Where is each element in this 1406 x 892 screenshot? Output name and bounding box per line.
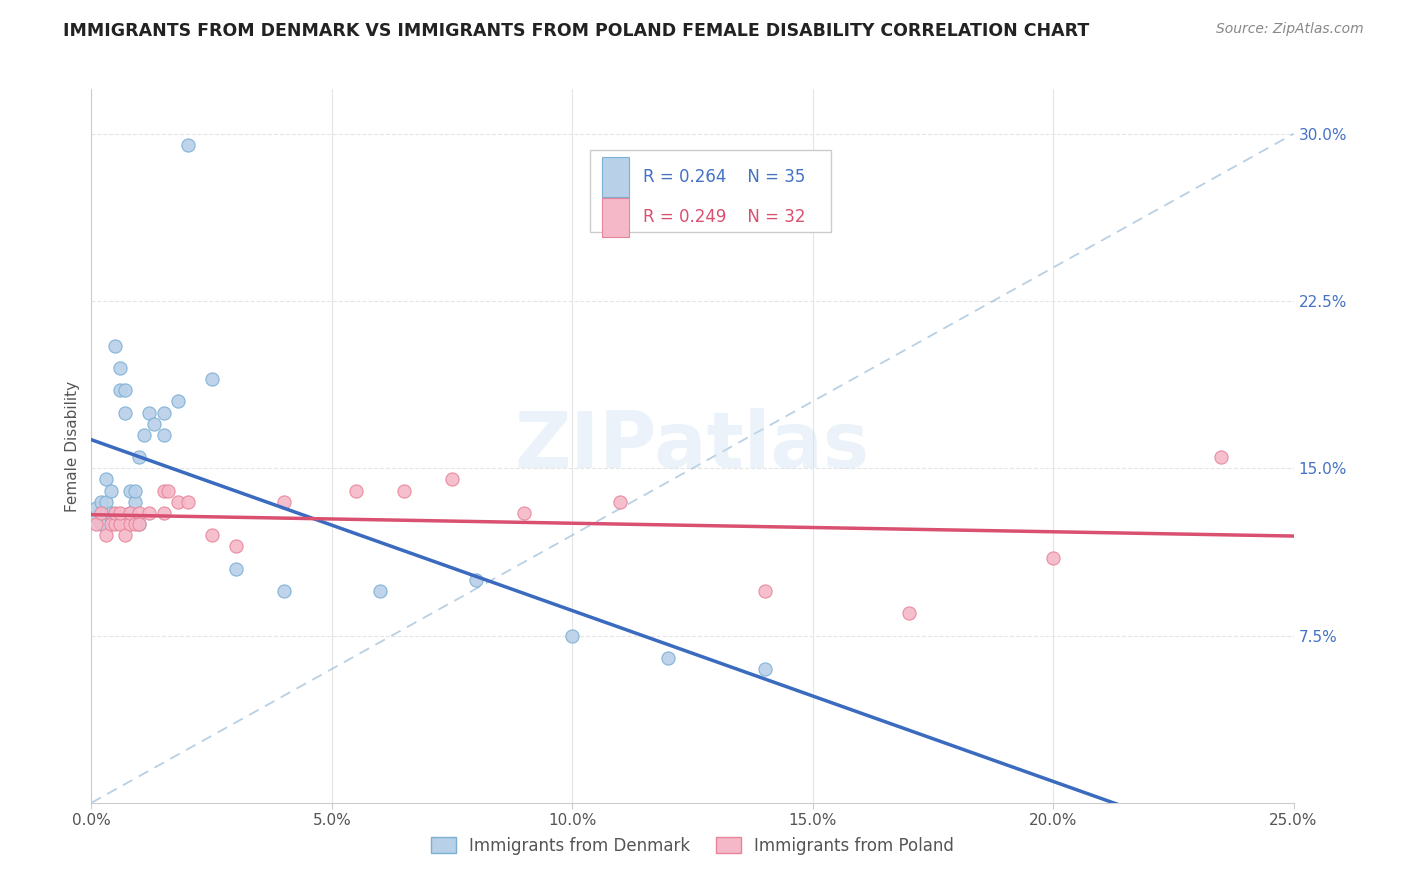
Point xyxy=(128,516,150,531)
Point xyxy=(561,628,583,642)
Text: ZIPatlas: ZIPatlas xyxy=(515,408,870,484)
Point xyxy=(134,427,156,442)
Point xyxy=(754,662,776,676)
Point xyxy=(440,473,463,487)
Point xyxy=(124,483,146,498)
Point xyxy=(84,510,107,524)
Point xyxy=(94,506,117,520)
Point xyxy=(167,494,190,508)
Point xyxy=(90,516,112,531)
Point xyxy=(142,417,165,431)
Point xyxy=(392,483,415,498)
Point xyxy=(118,506,141,520)
Point xyxy=(94,494,117,508)
Point xyxy=(128,516,150,531)
Point xyxy=(100,483,122,498)
Point xyxy=(110,516,132,531)
Text: R = 0.264    N = 35: R = 0.264 N = 35 xyxy=(643,168,806,186)
Point xyxy=(152,427,174,442)
Text: Source: ZipAtlas.com: Source: ZipAtlas.com xyxy=(1216,22,1364,37)
Point xyxy=(84,501,107,516)
Point xyxy=(110,506,132,520)
Point xyxy=(1211,450,1233,464)
Point xyxy=(225,539,247,553)
Point xyxy=(104,338,127,352)
Legend: Immigrants from Denmark, Immigrants from Poland: Immigrants from Denmark, Immigrants from… xyxy=(432,837,953,855)
Point xyxy=(273,494,295,508)
Point xyxy=(118,506,141,520)
Point xyxy=(90,494,112,508)
Text: IMMIGRANTS FROM DENMARK VS IMMIGRANTS FROM POLAND FEMALE DISABILITY CORRELATION : IMMIGRANTS FROM DENMARK VS IMMIGRANTS FR… xyxy=(63,22,1090,40)
Point xyxy=(110,360,132,375)
Point xyxy=(128,506,150,520)
Point xyxy=(104,516,127,531)
Point xyxy=(657,651,679,665)
Y-axis label: Female Disability: Female Disability xyxy=(65,380,80,512)
Point xyxy=(513,506,536,520)
Point xyxy=(118,516,141,531)
Text: R = 0.249    N = 32: R = 0.249 N = 32 xyxy=(643,208,806,227)
Point xyxy=(273,583,295,598)
Point xyxy=(201,372,224,386)
Point xyxy=(114,384,136,398)
Point xyxy=(100,516,122,531)
Point xyxy=(152,506,174,520)
Point xyxy=(110,384,132,398)
Point xyxy=(114,528,136,542)
Bar xyxy=(602,197,628,236)
Point xyxy=(84,516,107,531)
Point xyxy=(124,494,146,508)
Point xyxy=(124,516,146,531)
Point xyxy=(368,583,391,598)
Point xyxy=(94,473,117,487)
Point xyxy=(104,506,127,520)
Point xyxy=(167,394,190,409)
Bar xyxy=(602,157,628,196)
Point xyxy=(201,528,224,542)
Point xyxy=(118,483,141,498)
Point xyxy=(100,506,122,520)
Point xyxy=(225,562,247,576)
Point xyxy=(344,483,367,498)
Point xyxy=(138,506,160,520)
Point xyxy=(1042,550,1064,565)
Point xyxy=(152,483,174,498)
FancyBboxPatch shape xyxy=(591,150,831,232)
Point xyxy=(609,494,631,508)
Point xyxy=(897,607,920,621)
Point xyxy=(138,405,160,419)
Point xyxy=(94,528,117,542)
Point xyxy=(90,506,112,520)
Point xyxy=(176,137,198,152)
Point xyxy=(157,483,180,498)
Point xyxy=(465,573,488,587)
Point xyxy=(114,405,136,419)
Point xyxy=(754,583,776,598)
Point xyxy=(176,494,198,508)
Point xyxy=(128,450,150,464)
Point xyxy=(152,405,174,419)
